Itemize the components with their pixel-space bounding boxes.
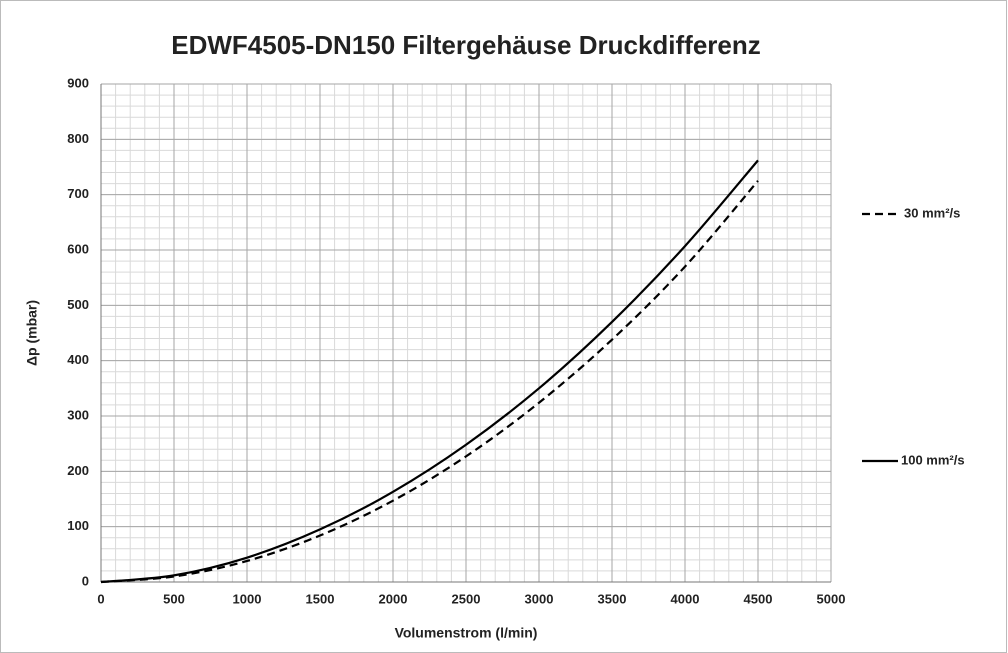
x-tick-label: 4000 xyxy=(671,591,700,606)
y-tick-label: 700 xyxy=(67,186,89,201)
y-tick-label: 300 xyxy=(67,407,89,422)
x-tick-label: 3500 xyxy=(598,591,627,606)
legend-label: 30 mm²/s xyxy=(904,205,960,220)
x-tick-label: 2500 xyxy=(452,591,481,606)
x-tick-label: 500 xyxy=(163,591,185,606)
x-tick-label: 1500 xyxy=(306,591,335,606)
legend-label: 100 mm²/s xyxy=(901,452,965,467)
y-axis-title: Δp (mbar) xyxy=(24,300,40,366)
x-axis-title: Volumenstrom (l/min) xyxy=(395,625,538,641)
y-tick-label: 600 xyxy=(67,241,89,256)
series-line xyxy=(100,180,759,584)
x-tick-label: 0 xyxy=(97,591,104,606)
y-tick-label: 0 xyxy=(82,573,89,588)
x-tick-label: 4500 xyxy=(744,591,773,606)
x-tick-label: 3000 xyxy=(525,591,554,606)
chart-title: EDWF4505-DN150 Filtergehäuse Druckdiffer… xyxy=(171,30,761,60)
y-tick-label: 400 xyxy=(67,352,89,367)
y-tick-label: 100 xyxy=(67,518,89,533)
x-tick-label: 1000 xyxy=(233,591,262,606)
y-tick-label: 500 xyxy=(67,297,89,312)
x-tick-label: 5000 xyxy=(817,591,846,606)
y-tick-label: 800 xyxy=(67,131,89,146)
y-tick-label: 900 xyxy=(67,75,89,90)
x-tick-label: 2000 xyxy=(379,591,408,606)
y-tick-label: 200 xyxy=(67,463,89,478)
series-line xyxy=(100,159,759,584)
